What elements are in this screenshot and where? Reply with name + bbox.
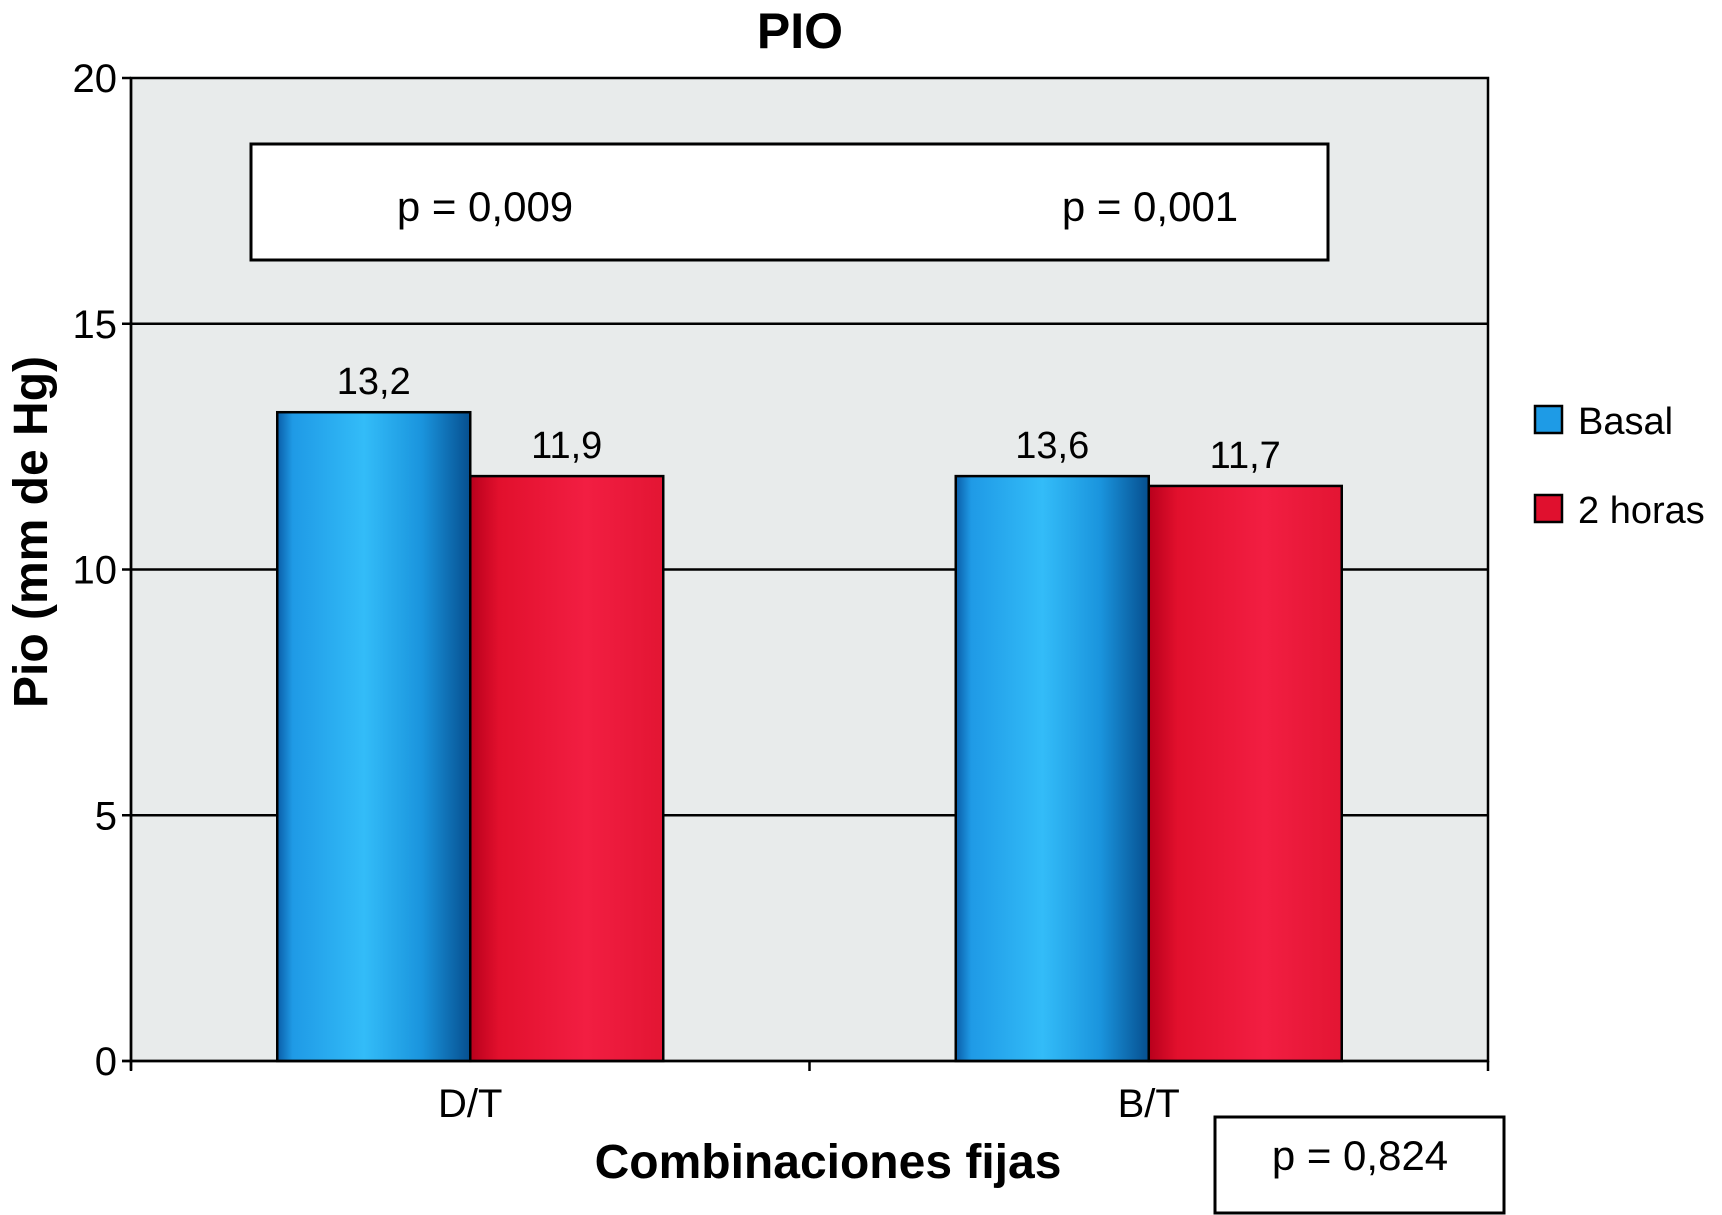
x-tick-label: D/T — [438, 1082, 502, 1126]
data-label: 11,9 — [531, 425, 602, 467]
bar-basal — [954, 474, 1150, 1063]
y-tick-label: 5 — [95, 794, 117, 838]
legend-swatch — [1533, 404, 1564, 435]
chart-title: PIO — [757, 3, 843, 59]
legend-label: 2 horas — [1578, 490, 1705, 532]
legend-label: Basal — [1578, 401, 1673, 443]
data-label: 13,2 — [337, 361, 411, 403]
p-value-text: p = 0,009 — [397, 183, 573, 230]
x-tick-label: B/T — [1118, 1082, 1180, 1126]
legend-swatch — [1533, 493, 1564, 524]
data-label: 13,6 — [1015, 425, 1089, 467]
y-tick-label: 20 — [73, 57, 118, 101]
data-label: 11,7 — [1210, 435, 1281, 477]
bar-2-horas — [1147, 484, 1343, 1063]
p-value-box — [249, 142, 1330, 262]
bar-2-horas — [469, 474, 665, 1063]
y-tick-label: 10 — [73, 549, 118, 593]
p-value-box — [1213, 1115, 1506, 1215]
bar-basal — [276, 410, 472, 1063]
y-tick-label: 0 — [95, 1040, 117, 1084]
p-value-text: p = 0,001 — [1062, 183, 1238, 230]
y-tick-label: 15 — [73, 303, 118, 347]
y-axis-label: Pio (mm de Hg) — [5, 356, 58, 708]
p-value-text: p = 0,824 — [1272, 1132, 1448, 1179]
x-axis-label: Combinaciones fijas — [595, 1136, 1062, 1189]
